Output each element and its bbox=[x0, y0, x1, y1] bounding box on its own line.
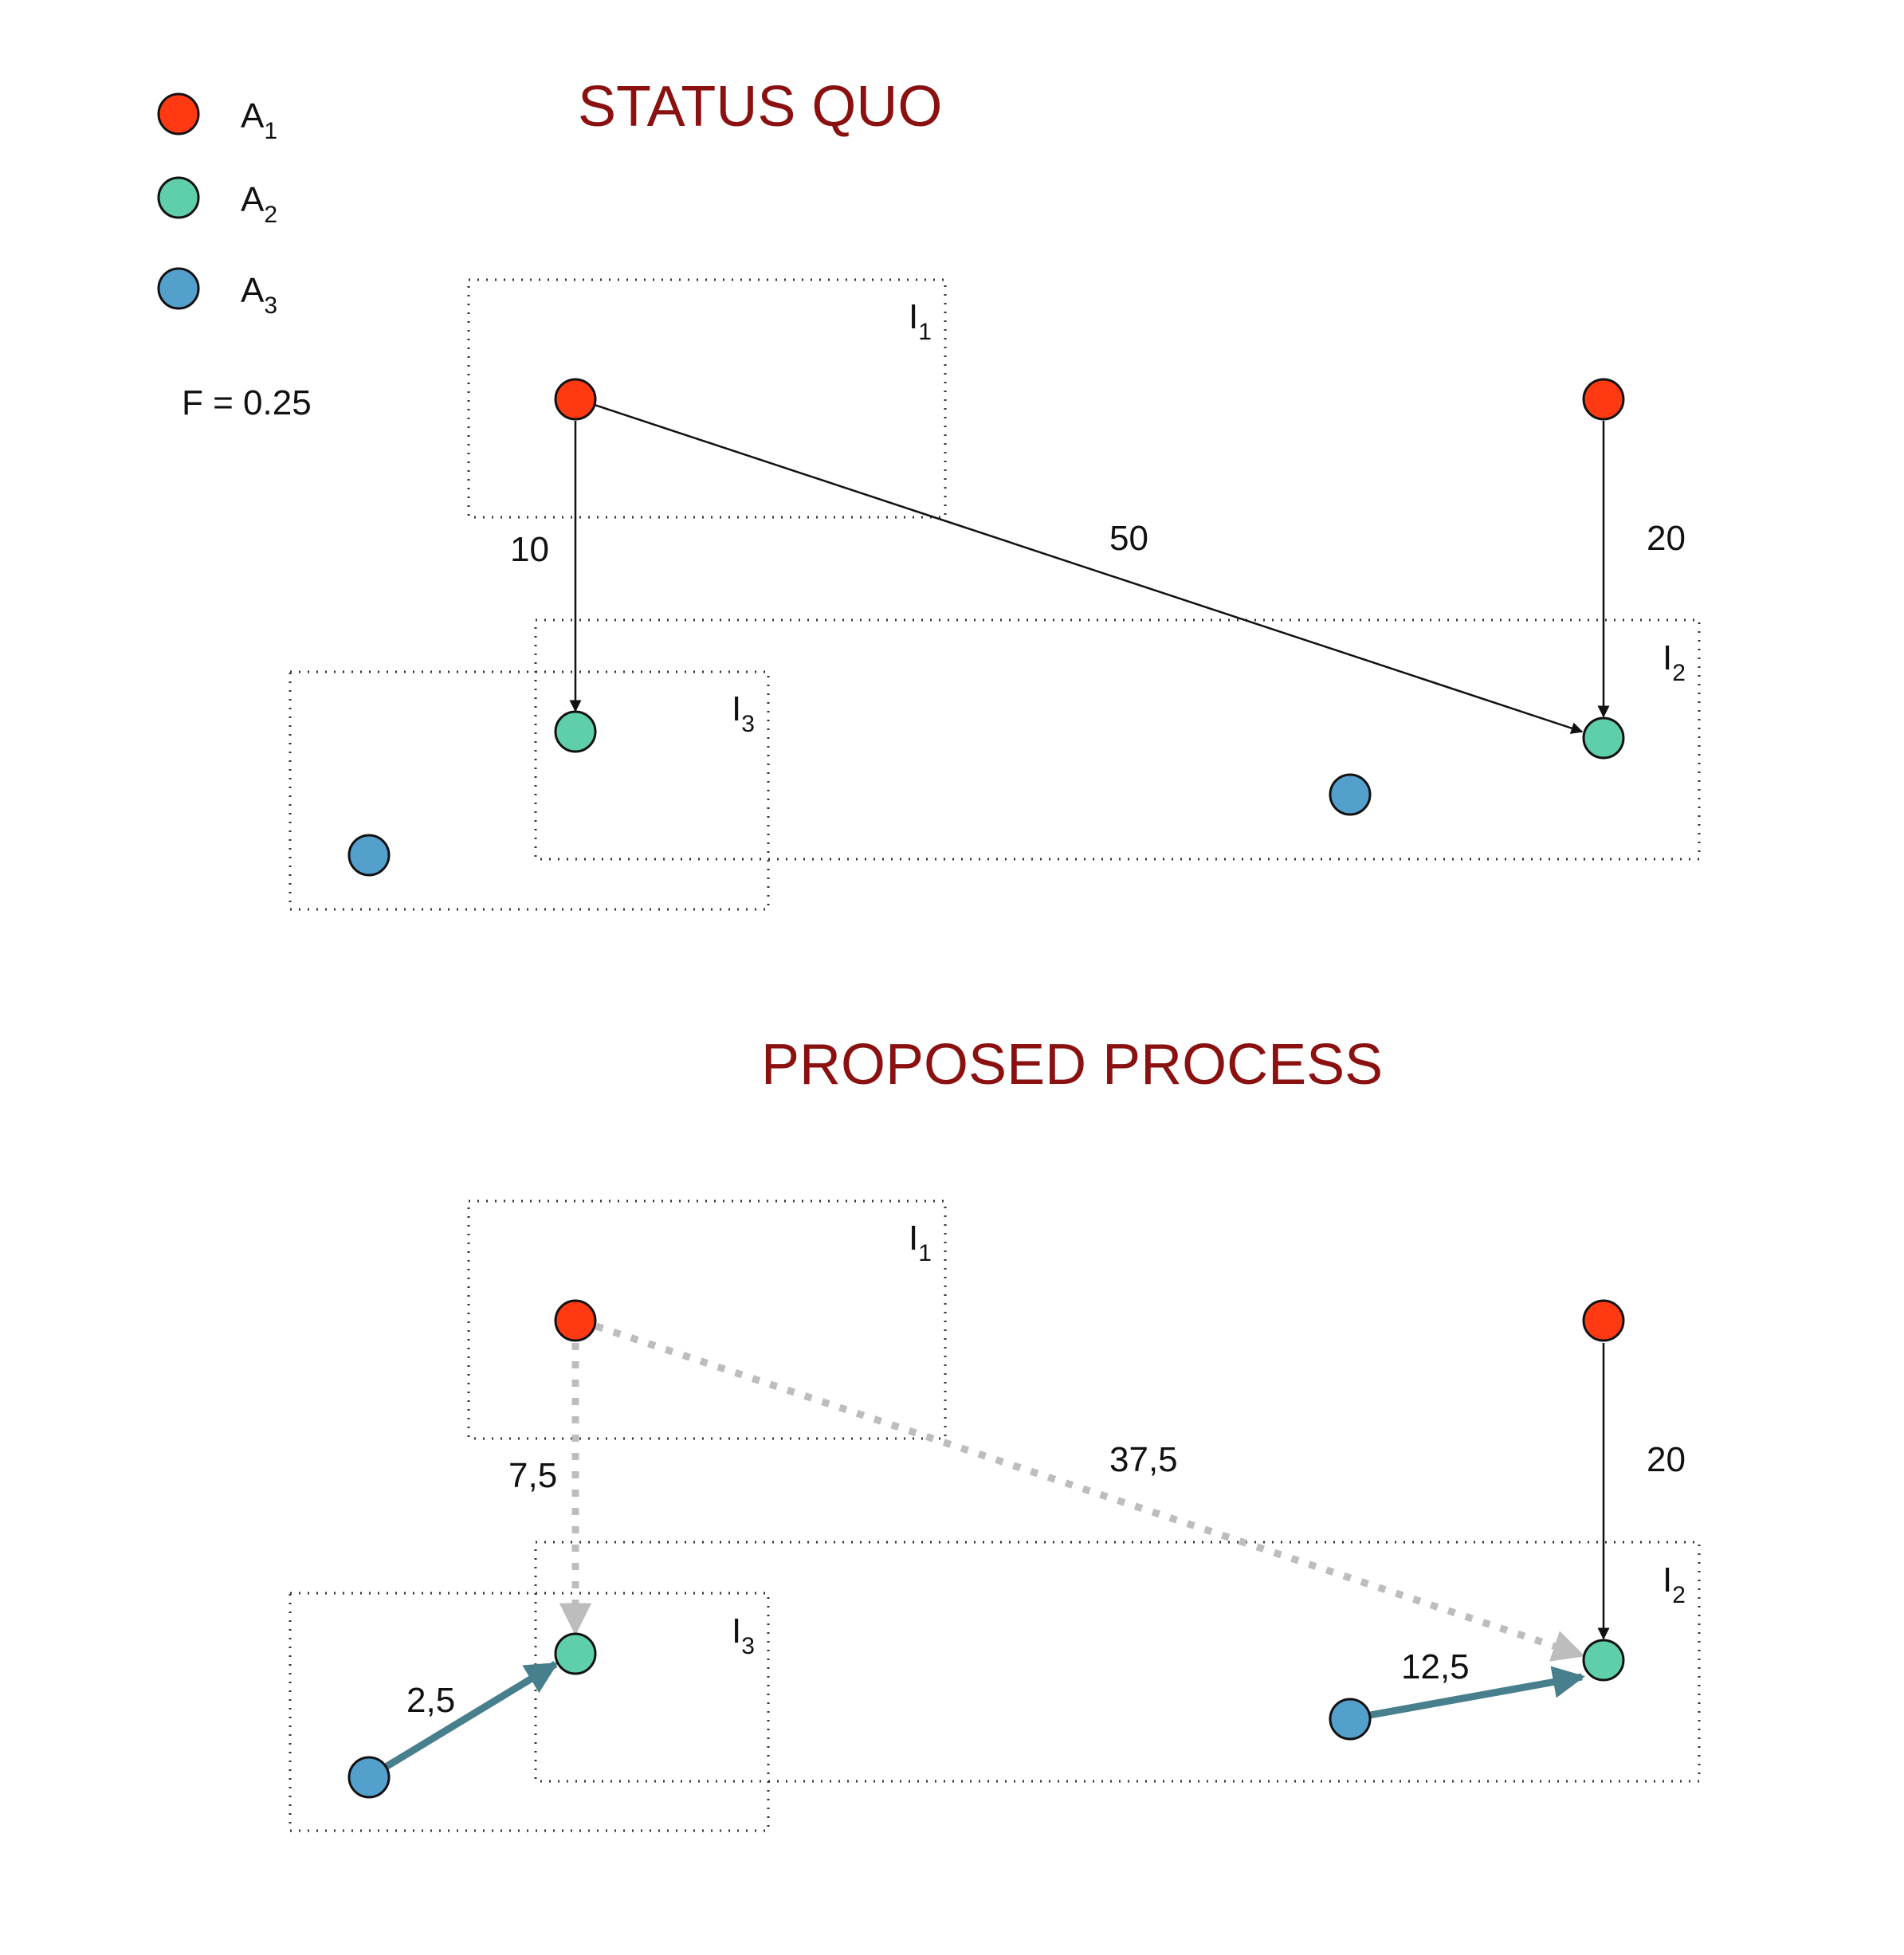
legend-a1-dot bbox=[157, 92, 200, 135]
node-a2-i3-proposed bbox=[554, 1632, 597, 1675]
node-a1-i1-proposed bbox=[554, 1299, 597, 1342]
legend-a3-label: A3 bbox=[241, 271, 277, 319]
region-i1-box-proposed bbox=[467, 1199, 947, 1440]
legend-a2-dot bbox=[157, 176, 200, 219]
region-i2-box bbox=[534, 618, 1701, 861]
proposed-panel: PROPOSED PROCESS I1 I2 I3 7,5 37,5 20 2,… bbox=[289, 1033, 1701, 1832]
flow-arrow-50 bbox=[594, 403, 1584, 734]
flow-label-12-5: 12,5 bbox=[1401, 1647, 1470, 1686]
legend-item-a1: A1 bbox=[157, 92, 277, 144]
region-i1-label: I1 bbox=[909, 297, 932, 345]
region-i2-box-proposed bbox=[534, 1541, 1701, 1783]
region-i3-label-proposed: I3 bbox=[732, 1612, 755, 1659]
region-i3-label: I3 bbox=[732, 689, 755, 737]
flow-arrow-2-5 bbox=[383, 1661, 559, 1770]
region-i2-label: I2 bbox=[1663, 638, 1686, 686]
node-a1-i1 bbox=[554, 378, 597, 421]
region-i1-box bbox=[467, 278, 947, 519]
flow-label-37-5: 37,5 bbox=[1109, 1440, 1178, 1479]
region-i3-box bbox=[289, 670, 770, 911]
status-quo-panel: STATUS QUO I1 I2 I3 10 50 20 bbox=[289, 75, 1701, 911]
flow-label-20: 20 bbox=[1647, 519, 1686, 558]
flow-arrow-12-5 bbox=[1369, 1666, 1585, 1719]
legend-item-a3: A3 bbox=[157, 267, 277, 319]
parameter-f: F = 0.25 bbox=[182, 383, 312, 422]
legend-a3-dot bbox=[157, 267, 200, 310]
flow-label-10: 10 bbox=[510, 530, 549, 569]
node-a3-i3-proposed bbox=[347, 1756, 391, 1799]
node-a1-right bbox=[1582, 378, 1625, 421]
legend-a2-label: A2 bbox=[241, 180, 277, 228]
node-a2-i3 bbox=[554, 710, 597, 753]
flow-label-50: 50 bbox=[1109, 519, 1148, 558]
node-a3-i2-proposed bbox=[1329, 1698, 1372, 1741]
node-a2-i2 bbox=[1582, 716, 1625, 760]
proposed-title: PROPOSED PROCESS bbox=[761, 1033, 1383, 1097]
node-a3-i2 bbox=[1329, 773, 1372, 816]
node-a3-i3 bbox=[347, 834, 391, 877]
legend: A1 A2 A3 F = 0.25 bbox=[157, 92, 312, 422]
node-a1-right-proposed bbox=[1582, 1299, 1625, 1342]
region-i1-label-proposed: I1 bbox=[909, 1219, 932, 1266]
status-quo-title: STATUS QUO bbox=[578, 75, 942, 139]
flow-label-20-proposed: 20 bbox=[1647, 1440, 1686, 1479]
region-i2-label-proposed: I2 bbox=[1663, 1560, 1686, 1608]
region-i3-box-proposed bbox=[289, 1592, 770, 1832]
node-a2-i2-proposed bbox=[1582, 1639, 1625, 1682]
flow-label-7-5: 7,5 bbox=[508, 1456, 557, 1495]
legend-item-a2: A2 bbox=[157, 176, 277, 228]
legend-a1-label: A1 bbox=[241, 96, 277, 144]
flow-arrow-37-5 bbox=[595, 1322, 1585, 1662]
flow-label-2-5: 2,5 bbox=[406, 1681, 455, 1720]
